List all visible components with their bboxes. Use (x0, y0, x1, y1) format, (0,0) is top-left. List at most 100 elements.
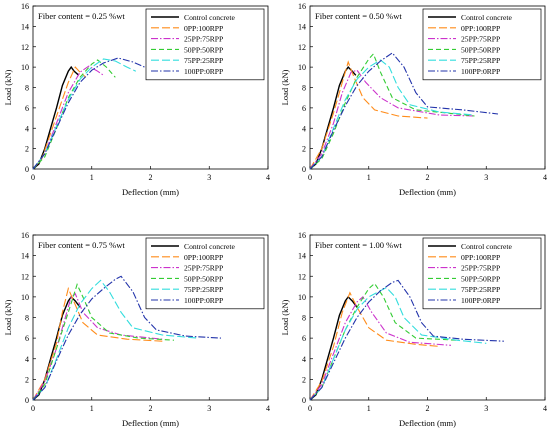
y-tick-label: 14 (21, 252, 29, 261)
y-tick-label: 14 (298, 252, 306, 261)
series-line-6 (32, 275, 222, 401)
legend-label: 25PP:75RPP (184, 35, 223, 44)
series-line-4 (309, 282, 457, 401)
series-line-3 (309, 69, 475, 170)
legend-label: Control concrete (184, 13, 235, 22)
y-tick-label: 8 (302, 84, 306, 93)
series-line-3 (309, 296, 452, 401)
panel-title: Fiber content = 1.00 %wt (315, 240, 402, 250)
x-tick-label: 2 (149, 404, 153, 413)
x-axis-label: Deflection (mm) (122, 187, 179, 197)
x-tick-label: 4 (266, 173, 270, 182)
legend-label: 75PP:25RPP (461, 56, 500, 65)
series-line-5 (32, 279, 198, 401)
series-line-4 (32, 282, 175, 401)
y-tick-label: 16 (21, 231, 29, 240)
panel-title: Fiber content = 0.75 %wt (38, 240, 125, 250)
legend-box (145, 237, 265, 310)
y-tick-label: 14 (21, 22, 29, 31)
series-line-2 (309, 60, 428, 170)
y-tick-label: 12 (21, 43, 29, 52)
y-tick-label: 6 (25, 104, 29, 113)
y-tick-label: 4 (25, 124, 29, 133)
x-tick-label: 1 (90, 404, 94, 413)
series-line-2 (309, 291, 440, 401)
legend-label: 50PP:50RPP (184, 274, 223, 283)
legend-label: 25PP:75RPP (184, 264, 223, 273)
series-line-5 (309, 59, 475, 170)
series-line-1 (309, 66, 357, 170)
legend-label: 0PP:100RPP (184, 253, 223, 262)
x-tick-label: 1 (367, 173, 371, 182)
legend-label: 100PP:0RPP (461, 296, 500, 305)
legend-label: 75PP:25RPP (461, 285, 500, 294)
x-tick-label: 4 (543, 404, 547, 413)
legend: Control concrete 0PP:100RPP 25PP:75RPP50PP… (422, 8, 542, 81)
legend-label: 25PP:75RPP (461, 264, 500, 273)
x-tick-label: 4 (266, 404, 270, 413)
y-axis-label: Load (kN) (280, 70, 290, 106)
y-tick-label: 4 (302, 124, 306, 133)
y-tick-label: 10 (298, 63, 306, 72)
legend: Control concrete 0PP:100RPP 25PP:75RPP50PP… (422, 237, 542, 310)
x-tick-label: 3 (484, 404, 488, 413)
x-tick-label: 0 (31, 173, 35, 182)
y-tick-label: 8 (25, 84, 29, 93)
y-tick-label: 4 (25, 355, 29, 364)
y-tick-label: 6 (302, 104, 306, 113)
y-tick-label: 10 (298, 293, 306, 302)
legend-label: 0PP:100RPP (461, 24, 500, 33)
y-tick-label: 16 (298, 231, 306, 240)
x-tick-label: 1 (367, 404, 371, 413)
legend-label: 0PP:100RPP (184, 24, 223, 33)
x-tick-label: 3 (207, 173, 211, 182)
y-tick-label: 6 (302, 334, 306, 343)
series-line-3 (32, 65, 104, 170)
y-tick-label: 12 (21, 272, 29, 281)
panel-title: Fiber content = 0.50 %wt (315, 11, 402, 21)
legend-label: 50PP:50RPP (461, 274, 500, 283)
x-tick-label: 0 (31, 404, 35, 413)
legend-box (422, 237, 542, 310)
legend-label: 75PP:25RPP (184, 56, 223, 65)
y-tick-label: 0 (302, 165, 306, 174)
y-tick-label: 8 (302, 314, 306, 323)
legend-box (145, 8, 265, 81)
series-line-6 (309, 52, 499, 170)
y-tick-label: 2 (302, 375, 306, 384)
series-line-2 (32, 286, 163, 401)
x-tick-label: 3 (207, 404, 211, 413)
x-tick-label: 0 (308, 173, 312, 182)
legend-label: 75PP:25RPP (184, 285, 223, 294)
x-axis-label: Deflection (mm) (399, 187, 456, 197)
legend-label: 25PP:75RPP (461, 35, 500, 44)
legend-label: Control concrete (461, 242, 512, 251)
legend-label: 100PP:0RPP (184, 67, 223, 76)
x-tick-label: 2 (149, 173, 153, 182)
y-tick-label: 0 (25, 165, 29, 174)
y-tick-label: 16 (21, 2, 29, 11)
series-line-6 (309, 279, 504, 401)
y-axis-label: Load (kN) (280, 300, 290, 336)
legend-label: 50PP:50RPP (184, 45, 223, 54)
y-tick-label: 4 (302, 355, 306, 364)
x-tick-label: 2 (426, 173, 430, 182)
y-tick-label: 6 (25, 334, 29, 343)
y-tick-label: 0 (302, 396, 306, 405)
series-line-3 (32, 292, 163, 401)
y-tick-label: 12 (298, 272, 306, 281)
legend-label: 50PP:50RPP (461, 45, 500, 54)
legend-box (422, 8, 542, 81)
legend-label: 100PP:0RPP (461, 67, 500, 76)
series-line-1 (309, 295, 358, 401)
y-tick-label: 2 (25, 145, 29, 154)
x-tick-label: 3 (484, 173, 488, 182)
series-line-2 (32, 66, 87, 170)
series-line-4 (309, 52, 475, 170)
legend: Control concrete 0PP:100RPP 25PP:75RPP50PP… (145, 8, 265, 81)
